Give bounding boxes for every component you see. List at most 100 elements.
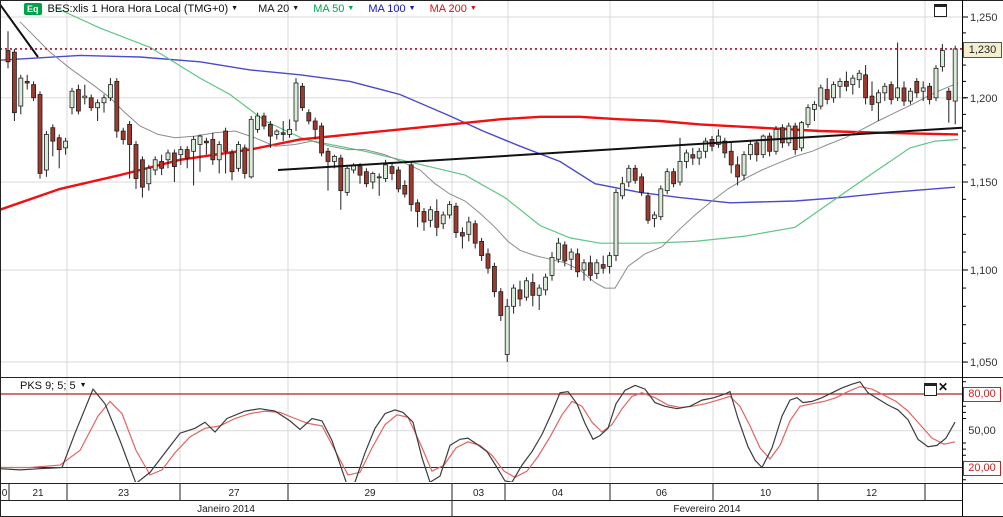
candle-up: [684, 152, 689, 162]
candle-down: [408, 164, 414, 205]
maximize-icon[interactable]: [934, 4, 947, 17]
candle-up: [466, 221, 472, 235]
candle-up: [255, 115, 261, 130]
candle-up: [895, 87, 900, 99]
candle-down: [415, 202, 421, 212]
candle-down: [267, 123, 273, 137]
chevron-down-icon: ▼: [347, 4, 355, 12]
x-axis-day-label: 29: [364, 488, 376, 499]
candle-down: [319, 125, 325, 154]
indicator-panel: [0, 378, 962, 482]
candle-down: [453, 205, 459, 233]
x-axis-month-label: Fevereiro 2014: [673, 504, 741, 515]
candle-up: [940, 50, 945, 68]
candle-down: [114, 80, 120, 132]
ma-ma200-dropdown[interactable]: MA 200 ▼: [430, 3, 477, 15]
candle-up: [95, 102, 100, 109]
chevron-down-icon: ▼: [231, 4, 239, 12]
candle-up: [108, 84, 113, 99]
candle-down: [780, 127, 785, 144]
candle-up: [18, 77, 24, 107]
y-axis-label: 1,150: [970, 177, 998, 189]
x-axis-day-label: 12: [866, 488, 878, 499]
x-axis-day-label: 06: [656, 488, 668, 499]
indicator-dropdown[interactable]: PKS 9; 5; 5 ▼: [20, 380, 87, 392]
candle-up: [581, 262, 587, 271]
candle-down: [434, 211, 440, 228]
ma-line-ma200: [0, 115, 959, 211]
y-axis-label: 1,100: [970, 265, 998, 277]
candle-up: [376, 176, 382, 179]
y-axis-label: 1,250: [970, 12, 998, 24]
candle-up: [344, 167, 350, 193]
candle-up: [658, 188, 664, 218]
candle-up: [696, 150, 702, 159]
candle-down: [31, 84, 37, 99]
candle-down: [11, 51, 17, 114]
candle-up: [191, 139, 197, 152]
candle-up: [543, 276, 548, 291]
candle-down: [88, 97, 94, 109]
candle-up: [837, 80, 843, 87]
candle-down: [459, 232, 465, 237]
ma-ma20-dropdown[interactable]: MA 20 ▼: [258, 3, 299, 15]
candle-down: [133, 144, 139, 179]
chevron-down-icon: ▼: [79, 382, 87, 389]
ma-ma100-dropdown[interactable]: MA 100 ▼: [368, 3, 415, 15]
candle-down: [50, 127, 56, 142]
equity-badge: Eq: [24, 2, 42, 15]
candle-down: [575, 253, 580, 273]
candle-down: [645, 195, 651, 221]
candle-up: [235, 144, 241, 169]
candles-group: [5, 31, 958, 363]
candle-up: [287, 128, 293, 135]
candle-down: [37, 94, 43, 174]
candle-down: [306, 112, 312, 122]
candle-up: [216, 144, 222, 161]
candle-up: [152, 159, 158, 171]
candle-down: [402, 185, 408, 195]
candle-up: [799, 122, 804, 149]
candle-up: [607, 255, 612, 267]
candle-up: [248, 118, 254, 178]
candle-up: [818, 87, 824, 107]
ma-legend: MA 20 ▼ MA 50 ▼ MA 100 ▼ MA 200 ▼: [244, 3, 477, 15]
maximize-icon[interactable]: [924, 383, 937, 396]
candle-up: [440, 214, 446, 225]
candle-up: [908, 90, 913, 102]
stoch-d-line: [0, 385, 956, 478]
indicator-axis-label: 80,00: [963, 387, 1001, 402]
candle-up: [63, 140, 68, 149]
candle-down: [632, 167, 638, 181]
candle-down: [914, 80, 920, 94]
candle-up: [568, 251, 574, 260]
candle-up: [82, 95, 88, 99]
candle-up: [664, 171, 670, 192]
candle-down: [421, 211, 427, 223]
candle-down: [888, 84, 894, 100]
x-axis-day-label: 21: [32, 488, 44, 499]
candle-down: [479, 241, 485, 257]
chart-header: Eq BES:xlis 1 Hora Hora Local (TMG+0) ▼ …: [24, 2, 477, 15]
candle-down: [184, 149, 190, 159]
candle-up: [536, 287, 542, 296]
candle-up: [274, 130, 280, 135]
symbol-dropdown[interactable]: BES:xlis 1 Hora Hora Local (TMG+0) ▼: [48, 3, 239, 15]
candle-up: [652, 214, 657, 219]
candle-down: [229, 152, 235, 173]
candle-up: [786, 125, 792, 144]
candle-up: [427, 209, 433, 221]
ma-ma50-dropdown[interactable]: MA 50 ▼: [313, 3, 354, 15]
candle-down: [722, 140, 728, 154]
candle-down: [498, 291, 504, 316]
candle-down: [127, 123, 132, 145]
ma-line-ma20: [19, 21, 959, 289]
close-icon[interactable]: ✕: [937, 380, 949, 394]
indicator-axis-label: 20,00: [963, 460, 1001, 476]
candle-down: [728, 150, 734, 166]
candle-down: [389, 166, 395, 174]
candle-up: [748, 144, 753, 156]
candle-down: [671, 171, 676, 185]
candle-up: [504, 305, 510, 355]
candle-down: [562, 244, 568, 262]
